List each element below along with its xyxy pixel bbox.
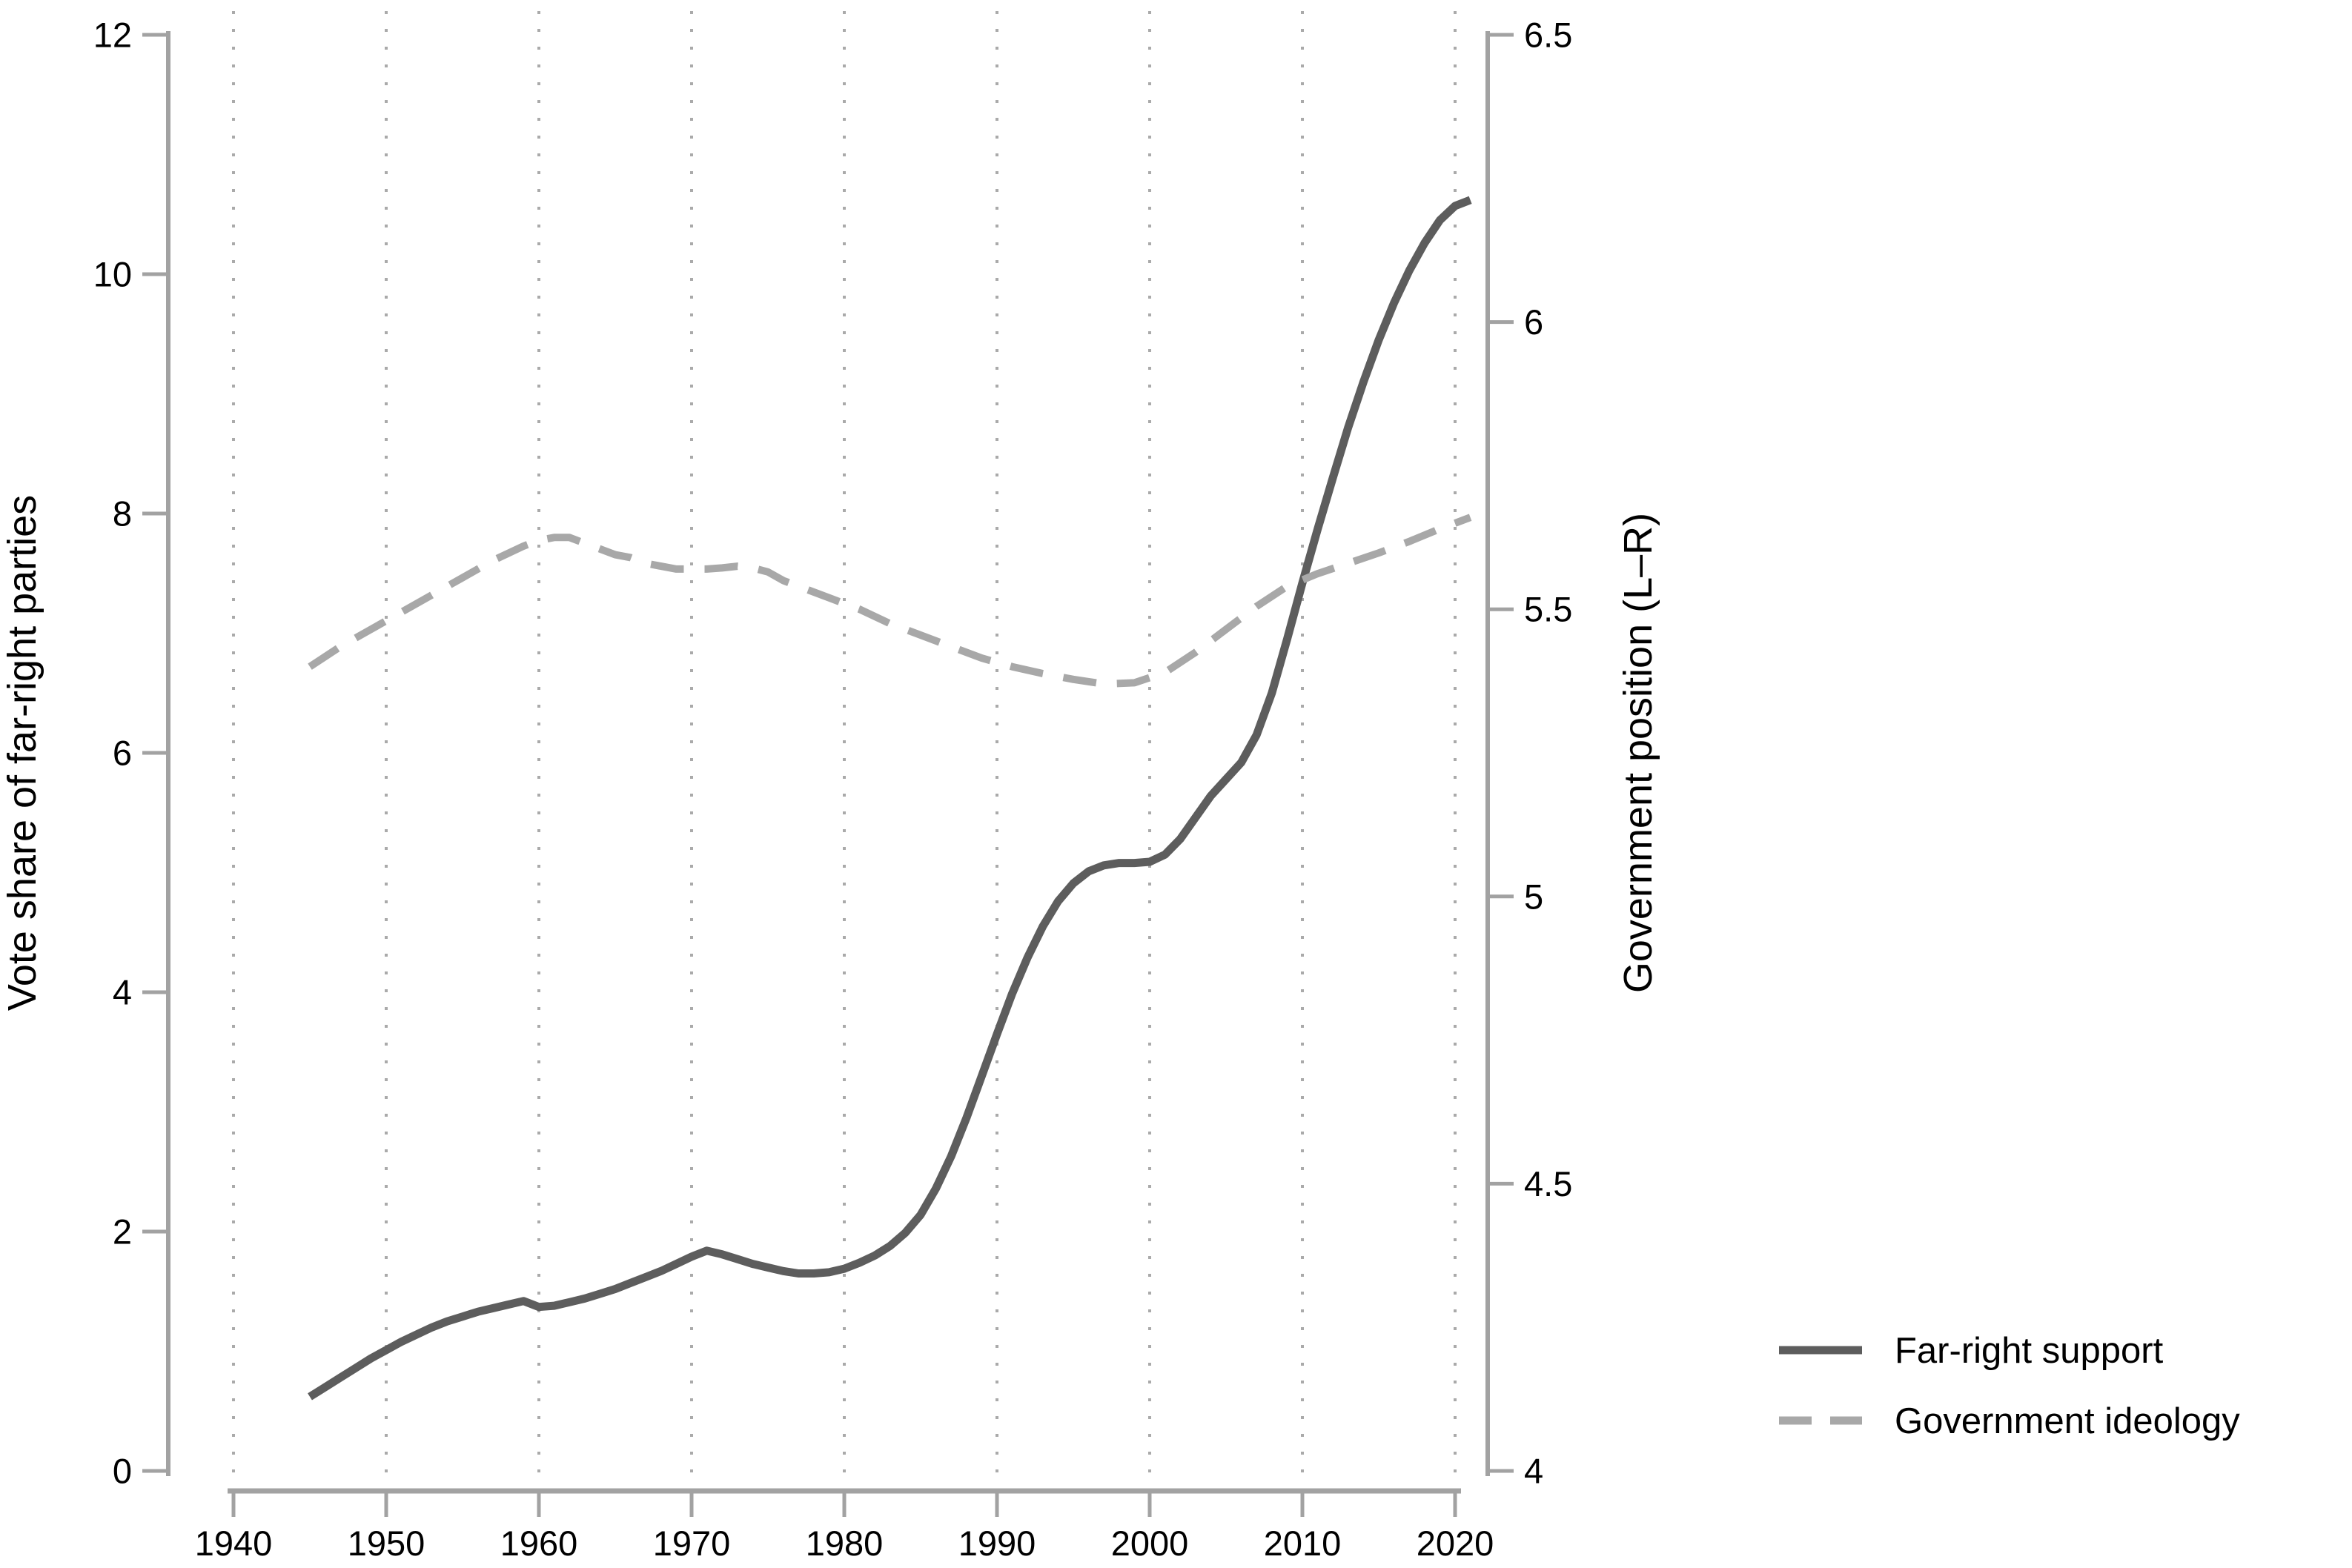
x-tick-label: 2020 bbox=[1417, 1524, 1494, 1563]
left-tick-label: 2 bbox=[113, 1212, 132, 1251]
right-tick-label: 5 bbox=[1524, 877, 1543, 916]
x-tick-label: 1990 bbox=[958, 1524, 1036, 1563]
right-axis: 4 4.5 5 5.5 6 6.5 bbox=[1485, 15, 1572, 1490]
right-tick-label: 6 bbox=[1524, 302, 1543, 342]
left-tick-label: 4 bbox=[113, 972, 132, 1011]
x-gridlines bbox=[232, 11, 1457, 1482]
x-tick-label: 1970 bbox=[653, 1524, 731, 1563]
right-axis-title: Government position (L–R) bbox=[1616, 513, 1660, 993]
x-tick-label: 1960 bbox=[500, 1524, 578, 1563]
left-axis-title: Vote share of far-right parties bbox=[0, 495, 44, 1011]
legend: Far-right support Government ideology bbox=[1779, 1331, 2240, 1441]
x-axis: 1940 1950 1960 1970 1980 1990 2000 2010 2020 bbox=[195, 1488, 1494, 1563]
right-tick-label: 4 bbox=[1524, 1451, 1543, 1490]
legend-label-far-right-support: Far-right support bbox=[1895, 1331, 2164, 1371]
left-tick-label: 12 bbox=[93, 15, 132, 54]
right-tick-label: 5.5 bbox=[1524, 590, 1572, 629]
x-tick-label: 2000 bbox=[1111, 1524, 1189, 1563]
left-tick-label: 8 bbox=[113, 494, 132, 533]
x-tick-label: 2010 bbox=[1264, 1524, 1342, 1563]
x-tick-label: 1950 bbox=[348, 1524, 425, 1563]
left-tick-label: 0 bbox=[113, 1451, 132, 1490]
right-tick-label: 6.5 bbox=[1524, 15, 1572, 54]
left-tick-label: 10 bbox=[93, 254, 132, 293]
x-tick-label: 1980 bbox=[806, 1524, 884, 1563]
plot-area: 0 2 4 6 8 10 12 4 4.5 5 5.5 6 6.5 1940 1950 1960 1970 198… bbox=[93, 11, 1572, 1563]
far-right-support-line bbox=[308, 196, 1472, 1401]
legend-label-government-ideology: Government ideology bbox=[1895, 1401, 2240, 1441]
left-tick-label: 6 bbox=[113, 733, 132, 772]
government-ideology-line bbox=[308, 514, 1472, 688]
right-tick-label: 4.5 bbox=[1524, 1164, 1572, 1203]
x-tick-label: 1940 bbox=[195, 1524, 273, 1563]
left-axis: 0 2 4 6 8 10 12 bbox=[93, 15, 170, 1490]
